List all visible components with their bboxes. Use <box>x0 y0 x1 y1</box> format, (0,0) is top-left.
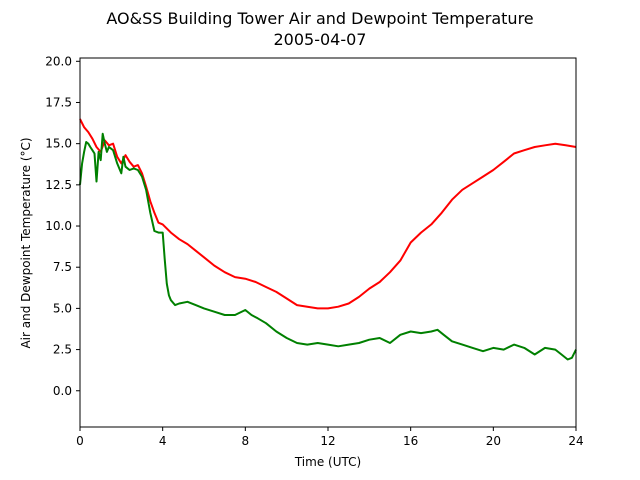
plot-lines <box>79 118 577 361</box>
x-tick-label: 24 <box>568 434 583 448</box>
y-tick-label: 2.5 <box>53 343 72 357</box>
x-axis-ticks: 0 4 8 12 16 20 24 <box>76 427 584 448</box>
x-tick-label: 8 <box>242 434 250 448</box>
y-axis-label: Air and Dewpoint Temperature (°C) <box>19 137 33 348</box>
x-tick-label: 20 <box>486 434 501 448</box>
y-tick-label: 10.0 <box>45 219 72 233</box>
x-tick-label: 4 <box>159 434 167 448</box>
chart-title: AO&SS Building Tower Air and Dewpoint Te… <box>106 9 533 28</box>
plot-area-frame <box>79 57 577 428</box>
series-line-0 <box>79 118 577 310</box>
series-line-1 <box>79 132 577 361</box>
chart-subtitle: 2005-04-07 <box>274 30 367 49</box>
y-tick-label: 12.5 <box>45 178 72 192</box>
x-tick-label: 0 <box>76 434 84 448</box>
y-tick-label: 5.0 <box>53 301 72 315</box>
y-tick-label: 15.0 <box>45 137 72 151</box>
y-tick-label: 7.5 <box>53 260 72 274</box>
y-axis-ticks: 0.0 2.5 5.0 7.5 10.0 12.5 15.0 17.5 20.0 <box>45 54 80 398</box>
x-axis-label: Time (UTC) <box>294 455 361 469</box>
y-tick-label: 0.0 <box>53 384 72 398</box>
y-tick-label: 17.5 <box>45 95 72 109</box>
y-tick-label: 20.0 <box>45 54 72 68</box>
x-tick-label: 12 <box>320 434 335 448</box>
x-tick-label: 16 <box>403 434 418 448</box>
